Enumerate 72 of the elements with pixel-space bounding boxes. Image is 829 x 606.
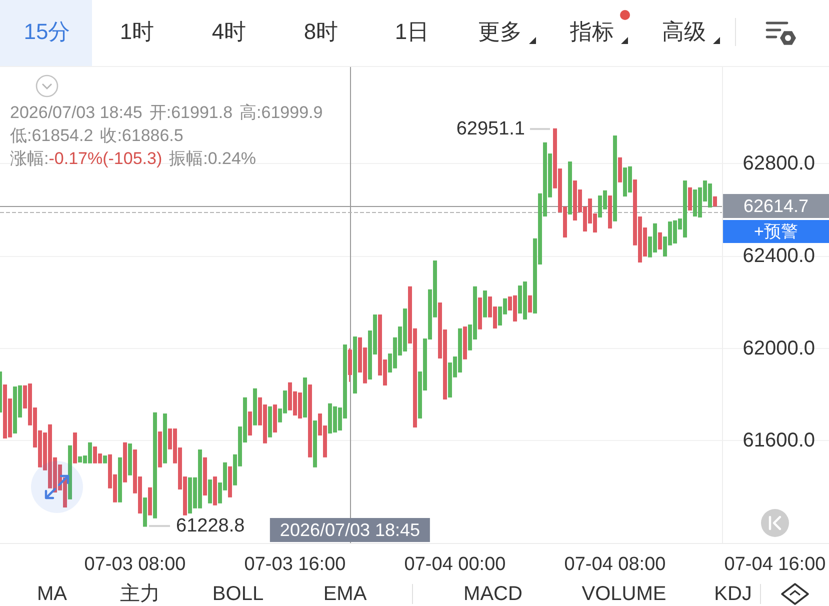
text: 主力 [120, 583, 160, 605]
candlestick [688, 187, 692, 211]
candlestick [303, 378, 307, 418]
annotation: 低:61854.2 [10, 125, 94, 147]
annotation: 收:61886.5 [100, 125, 184, 147]
x-tick-label: 07-04 16:00 [724, 554, 826, 575]
text: 8时 [304, 19, 338, 44]
text: EMA [323, 583, 367, 605]
text: 1日 [394, 19, 430, 44]
x-tick-label: 07-03 16:00 [244, 554, 346, 575]
candlestick [248, 411, 252, 436]
alert-button: +预警 [723, 220, 829, 244]
text: 指标 [570, 19, 614, 44]
text: 高级 [662, 19, 706, 44]
candlestick [118, 457, 122, 502]
text: KDJ [714, 583, 752, 605]
x-tick-label: 07-04 00:00 [404, 554, 506, 575]
text: 15分 [24, 19, 70, 44]
candlestick [613, 135, 617, 222]
candlestick [268, 406, 272, 438]
annotation: 振幅:0.24% [169, 148, 256, 170]
candlestick [128, 444, 132, 476]
y-tick-label: 61600.0 [742, 430, 815, 452]
text: MACD [464, 583, 522, 605]
candlestick [253, 388, 257, 426]
y-tick-label: 62800.0 [742, 152, 815, 175]
ref-line-label: 62614.7 [723, 194, 829, 218]
candlestick [353, 336, 357, 394]
candlestick [478, 297, 482, 330]
text: 1时 [120, 19, 154, 44]
text: 4时 [212, 19, 246, 44]
annotation: 涨幅: [10, 149, 49, 168]
candlestick [163, 414, 167, 464]
candlestick [483, 290, 487, 318]
y-tick-label: 62400.0 [742, 244, 815, 267]
candlestick [348, 348, 352, 382]
annotation: 开:61991.8 [149, 102, 233, 124]
candlestick [68, 445, 72, 500]
candlestick [123, 442, 127, 482]
candlestick [148, 487, 152, 516]
ref-line-label: 2026/07/03 18:45 [270, 518, 430, 542]
candlestick [713, 196, 717, 206]
candlestick [73, 432, 77, 464]
candlestick [203, 457, 207, 496]
candlestick [313, 420, 317, 468]
x-tick-label: 07-03 08:00 [84, 554, 186, 575]
text: VOLUME [582, 583, 666, 605]
x-tick-label: 07-04 08:00 [564, 554, 666, 575]
candlestick [228, 466, 232, 498]
candlestick [153, 412, 157, 518]
candlestick [143, 498, 147, 527]
candlestick [208, 480, 212, 504]
candlestick [213, 476, 217, 506]
candlestick [273, 404, 277, 433]
annotation: -0.17%(-105.3) [48, 149, 162, 168]
annotation: 62951.1 [456, 118, 525, 140]
text: 更多 [478, 19, 522, 44]
candlestick [618, 157, 622, 182]
candlestick [528, 295, 532, 313]
annotation: 61228.8 [176, 516, 245, 537]
candlestick [658, 232, 662, 250]
annotation: 2026/07/03 18:45 [10, 102, 142, 124]
candlestick [103, 456, 107, 464]
candlestick [308, 384, 312, 458]
y-tick-label: 62000.0 [742, 337, 815, 360]
candlestick [608, 195, 612, 229]
text: MA [37, 583, 67, 605]
candlestick [158, 432, 162, 468]
candlestick [568, 162, 572, 214]
annotation: 高:61999.9 [240, 102, 323, 124]
text: BOLL [212, 583, 264, 605]
candlestick [463, 326, 467, 360]
